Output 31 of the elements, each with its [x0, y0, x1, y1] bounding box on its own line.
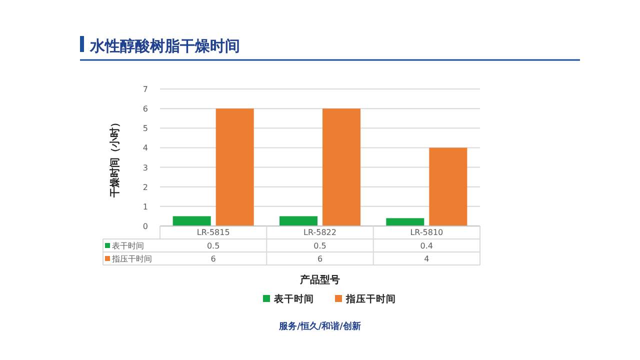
bar — [172, 216, 211, 226]
y-tick-label: 6 — [142, 104, 148, 114]
y-tick-label: 3 — [142, 163, 148, 172]
x-tick-label: LR-5822 — [304, 228, 336, 237]
y-tick-label: 2 — [142, 182, 148, 192]
x-axis-title: 产品型号 — [299, 274, 340, 286]
legend-label: 指压干时间 — [345, 293, 396, 305]
data-label: 4 — [424, 254, 430, 264]
y-axis-title: 干燥时间（小时） — [109, 118, 121, 198]
y-tick-label: 0 — [142, 222, 148, 231]
y-tick-label: 7 — [142, 85, 148, 94]
y-tick-label: 4 — [142, 144, 148, 153]
data-label: 0.5 — [314, 242, 326, 250]
legend-label: 表干时间 — [112, 242, 144, 250]
data-label: 6 — [317, 254, 323, 264]
bar — [280, 216, 318, 226]
bar — [216, 108, 254, 226]
bar — [322, 108, 360, 226]
text: 指压干时间 — [112, 254, 152, 264]
bar — [386, 218, 424, 226]
y-tick-label: 1 — [142, 202, 148, 212]
y-tick-label: 5 — [142, 124, 148, 134]
x-tick-label: LR-5815 — [196, 228, 230, 237]
x-tick-label: LR-5810 — [410, 228, 444, 237]
bar — [429, 148, 468, 226]
data-label: 0.4 — [420, 242, 434, 250]
data-label: 0.5 — [206, 242, 220, 250]
chart-title: 水性醇酸树脂干燥时间 — [89, 37, 240, 55]
data-label: 6 — [210, 254, 216, 264]
text: 表干时间 — [274, 294, 314, 305]
text: 服务/恒久/和谐/创新 — [278, 321, 361, 332]
